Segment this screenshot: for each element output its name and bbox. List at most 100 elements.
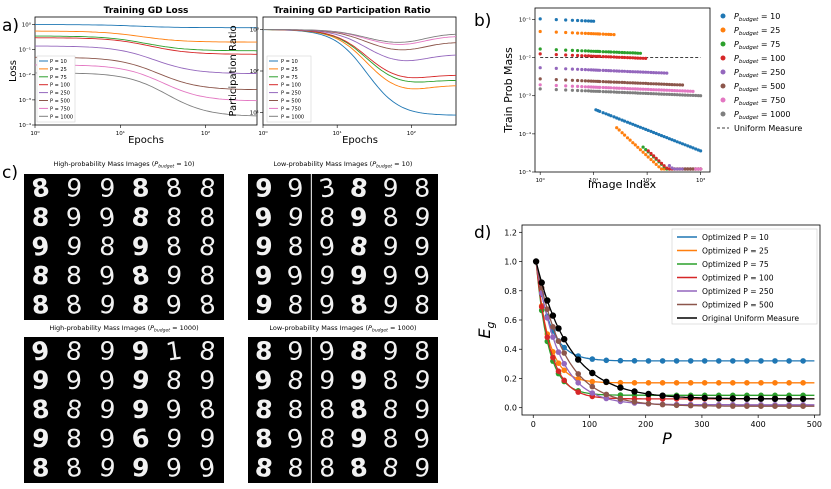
digit-image: 9	[318, 365, 336, 395]
digit-grid: 8 9 9 8 9 89 8 9 9 8 98 8 8 8 8 98 9 8 9 8 98 8 8 8 8 9	[248, 336, 438, 483]
probmass-legend-sub: budget	[739, 115, 759, 121]
probmass-point	[617, 128, 621, 132]
eg-point	[785, 395, 793, 402]
loss-legend-label: P = 100	[50, 83, 70, 89]
probmass-point	[625, 81, 630, 85]
probmass-point	[631, 91, 635, 95]
probmass-point	[646, 91, 650, 96]
eg-ylabel: Eg	[475, 321, 497, 338]
digit-image: 8	[98, 231, 116, 261]
digit-image: 8	[318, 423, 337, 454]
digit-image: 8	[348, 173, 369, 204]
eg-y-tick-label: 0.8	[504, 287, 517, 296]
eg-point	[645, 380, 652, 386]
probmass-point	[576, 84, 580, 88]
probmass-point	[554, 66, 558, 70]
eg-point	[800, 380, 806, 386]
probmass-point	[612, 90, 616, 94]
digit-image: 9	[253, 202, 274, 233]
probmass-point	[583, 79, 588, 83]
eg-point	[730, 358, 736, 364]
probmass-legend-label: Pbudget = 1000	[734, 110, 790, 121]
probmass-point	[620, 69, 624, 73]
probmass-legend-P: P	[734, 68, 739, 77]
probmass-point	[617, 55, 621, 59]
probmass-legend-swatch	[720, 111, 726, 117]
probmass-point	[673, 139, 677, 143]
probmass-point	[598, 54, 602, 59]
probmass-point	[670, 92, 674, 97]
probmass-point	[625, 136, 630, 140]
loss-xlabel: Epochs	[128, 135, 164, 146]
digit-image: 9	[287, 336, 304, 366]
probmass-point	[554, 18, 558, 22]
eg-point	[631, 388, 638, 395]
digit-image: 9	[350, 424, 368, 454]
eg-x-ticks: 0 100 200 300 400 500	[531, 415, 822, 429]
probmass-point	[620, 55, 624, 60]
eg-point	[744, 380, 750, 386]
probmass-point	[589, 79, 593, 83]
probmass-point	[670, 88, 674, 93]
probmass-point	[659, 161, 664, 165]
eg-point	[645, 358, 652, 364]
probmass-point	[691, 93, 695, 97]
probmass-point	[576, 31, 580, 35]
probmass-point	[564, 67, 568, 71]
probmass-point	[636, 56, 640, 60]
loss-legend-label: P = 750	[50, 106, 70, 112]
eg-point	[603, 391, 610, 398]
digit-image: 9	[318, 260, 337, 291]
eg-point	[771, 395, 779, 402]
probmass-point	[654, 82, 658, 86]
probmass-point	[683, 89, 687, 93]
digit-image: 9	[165, 260, 184, 291]
grid-title-low-1000: Low-probability Mass Images (Pbudget = 1…	[269, 324, 416, 334]
probmass-point	[641, 70, 645, 74]
digit-image: 9	[285, 260, 306, 291]
grid-title-pre: High-probability Mass Images (	[53, 160, 154, 168]
probmass-point	[699, 167, 703, 171]
probmass-point	[646, 149, 650, 153]
digit-image: 8	[197, 289, 217, 320]
participation-legend-label: P = 25	[281, 67, 298, 73]
participation-x-ticks: 10⁰ 10¹ 10²	[258, 125, 416, 137]
digit-image: 8	[197, 394, 218, 425]
loss-y-ticks: 10⁰ 10⁻¹ 10⁻² 10⁻³ 10⁻⁴	[19, 22, 35, 129]
digit-image: 8	[165, 365, 183, 395]
probmass-point	[675, 89, 679, 93]
probmass-legend-P: P	[734, 26, 739, 35]
grid-title-sub: budget	[372, 328, 388, 334]
probmass-point	[554, 88, 558, 92]
probmass-point	[688, 89, 693, 93]
eg-point	[687, 394, 694, 401]
eg-point	[673, 380, 680, 386]
digit-image: 1	[164, 336, 184, 367]
participation-line	[263, 29, 457, 51]
probmass-point	[620, 80, 624, 84]
probmass-point	[694, 93, 698, 98]
probmass-point	[538, 66, 542, 70]
probmass-point	[623, 55, 627, 60]
eg-legend-label: Optimized P = 500	[702, 301, 774, 310]
probmass-point	[604, 50, 608, 54]
eg-y-ticks: 0.0 0.2 0.4 0.6 0.8 1.0 1.2	[504, 228, 522, 413]
probmass-point	[564, 53, 568, 57]
eg-point	[575, 371, 581, 377]
eg-x-tick-label: 500	[807, 420, 822, 429]
probmass-point	[649, 92, 653, 96]
probmass-point	[625, 87, 630, 91]
eg-y-tick-label: 0.2	[504, 374, 517, 383]
probmass-point	[699, 94, 703, 98]
probmass-legend-P: P	[734, 96, 739, 105]
probmass-point	[688, 167, 693, 171]
probmass-point	[607, 90, 611, 94]
digit-image: 8	[64, 336, 83, 367]
probmass-point	[680, 142, 685, 146]
probmass-point	[665, 82, 669, 86]
probmass-point	[612, 50, 616, 54]
eg-y-tick-label: 1.0	[504, 258, 517, 267]
eg-point	[799, 395, 807, 403]
eg-point	[715, 395, 722, 402]
probmass-point	[675, 140, 679, 144]
